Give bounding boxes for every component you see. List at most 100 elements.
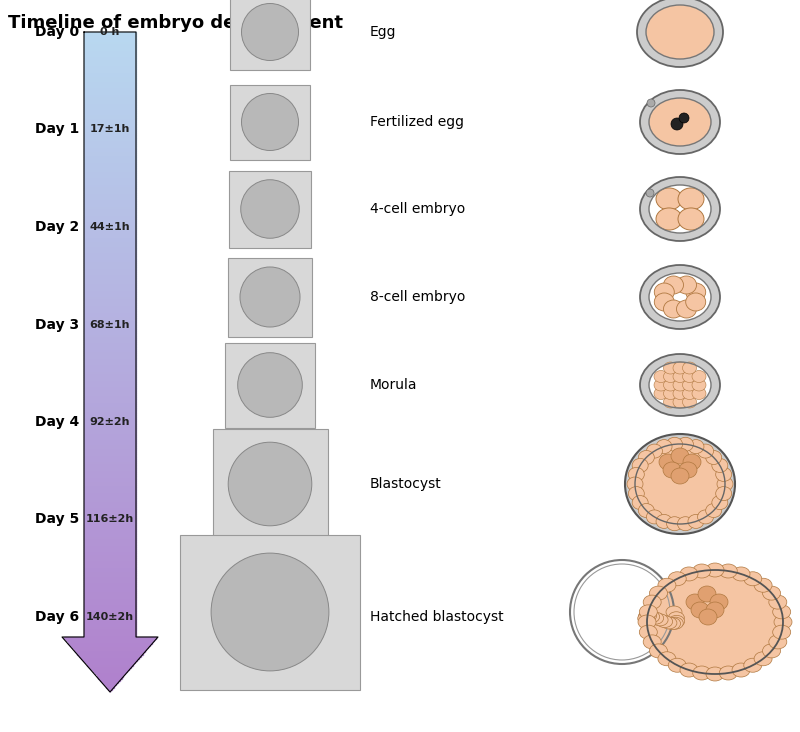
Bar bbox=[84, 109, 136, 111]
Bar bbox=[84, 294, 136, 296]
Bar bbox=[85, 661, 135, 663]
Ellipse shape bbox=[698, 444, 714, 458]
Ellipse shape bbox=[679, 462, 697, 478]
Bar bbox=[84, 342, 136, 344]
Bar bbox=[84, 446, 136, 448]
Bar bbox=[102, 681, 118, 683]
Ellipse shape bbox=[656, 515, 672, 529]
Bar bbox=[84, 193, 136, 195]
Ellipse shape bbox=[668, 658, 686, 672]
Ellipse shape bbox=[638, 615, 656, 629]
Bar bbox=[84, 413, 136, 415]
Bar bbox=[84, 131, 136, 133]
Bar bbox=[84, 197, 136, 199]
Ellipse shape bbox=[693, 666, 710, 680]
Bar bbox=[84, 584, 136, 586]
Circle shape bbox=[242, 94, 298, 151]
Bar bbox=[101, 679, 120, 681]
Ellipse shape bbox=[673, 387, 687, 400]
Bar bbox=[84, 422, 136, 424]
Bar bbox=[84, 488, 136, 490]
Bar bbox=[84, 111, 136, 113]
Text: Egg: Egg bbox=[370, 25, 397, 39]
Bar bbox=[84, 135, 136, 138]
Bar bbox=[84, 340, 136, 342]
Ellipse shape bbox=[650, 586, 667, 600]
Bar bbox=[229, 171, 311, 247]
Bar bbox=[230, 0, 310, 70]
Bar bbox=[84, 518, 136, 520]
Ellipse shape bbox=[663, 276, 683, 294]
Ellipse shape bbox=[654, 293, 674, 311]
Bar bbox=[84, 78, 136, 81]
Bar bbox=[84, 164, 136, 166]
Bar bbox=[84, 430, 136, 433]
Bar bbox=[84, 400, 136, 402]
Bar bbox=[84, 258, 136, 261]
Bar bbox=[84, 389, 136, 391]
Bar bbox=[84, 619, 136, 621]
Bar bbox=[84, 219, 136, 221]
Ellipse shape bbox=[680, 663, 698, 677]
Ellipse shape bbox=[646, 5, 714, 59]
Bar bbox=[84, 376, 136, 378]
Bar bbox=[75, 650, 145, 652]
Bar bbox=[84, 41, 136, 43]
Bar bbox=[84, 437, 136, 439]
Bar bbox=[74, 648, 146, 650]
Bar bbox=[84, 369, 136, 371]
Bar bbox=[98, 676, 122, 679]
Text: Day 1: Day 1 bbox=[34, 122, 79, 136]
Ellipse shape bbox=[677, 276, 697, 294]
Bar bbox=[84, 85, 136, 87]
Bar bbox=[84, 408, 136, 411]
Ellipse shape bbox=[635, 444, 725, 524]
Bar bbox=[84, 602, 136, 604]
Ellipse shape bbox=[638, 450, 654, 465]
Bar bbox=[83, 659, 137, 661]
Bar bbox=[84, 626, 136, 628]
Ellipse shape bbox=[668, 612, 684, 624]
Bar bbox=[84, 124, 136, 127]
Text: 92±2h: 92±2h bbox=[90, 417, 130, 427]
Ellipse shape bbox=[673, 370, 687, 383]
Bar bbox=[84, 179, 136, 182]
Bar bbox=[84, 466, 136, 468]
Bar bbox=[84, 472, 136, 474]
Ellipse shape bbox=[732, 567, 750, 581]
Bar bbox=[84, 567, 136, 569]
Bar bbox=[84, 608, 136, 610]
Bar bbox=[84, 373, 136, 376]
Bar bbox=[84, 600, 136, 602]
Bar bbox=[84, 100, 136, 102]
Bar bbox=[84, 358, 136, 360]
Text: Day 3: Day 3 bbox=[35, 318, 79, 332]
Ellipse shape bbox=[648, 612, 664, 624]
Bar bbox=[84, 212, 136, 214]
Ellipse shape bbox=[688, 515, 704, 529]
Bar bbox=[180, 534, 360, 690]
Bar bbox=[84, 441, 136, 444]
Bar bbox=[84, 426, 136, 428]
Bar bbox=[84, 203, 136, 206]
Ellipse shape bbox=[654, 387, 668, 400]
Ellipse shape bbox=[644, 610, 660, 623]
Bar bbox=[94, 672, 126, 674]
Bar bbox=[84, 380, 136, 382]
Bar bbox=[84, 417, 136, 419]
Bar bbox=[84, 89, 136, 92]
Bar bbox=[84, 173, 136, 175]
Bar bbox=[84, 542, 136, 545]
Text: Day 4: Day 4 bbox=[34, 415, 79, 429]
Bar bbox=[84, 382, 136, 384]
Ellipse shape bbox=[627, 477, 643, 491]
Bar bbox=[84, 171, 136, 173]
Ellipse shape bbox=[773, 625, 790, 639]
Circle shape bbox=[240, 267, 300, 327]
Circle shape bbox=[242, 4, 298, 61]
Bar bbox=[84, 324, 136, 326]
Ellipse shape bbox=[686, 594, 704, 610]
Bar bbox=[84, 320, 136, 322]
Ellipse shape bbox=[682, 396, 697, 408]
Bar bbox=[84, 439, 136, 441]
